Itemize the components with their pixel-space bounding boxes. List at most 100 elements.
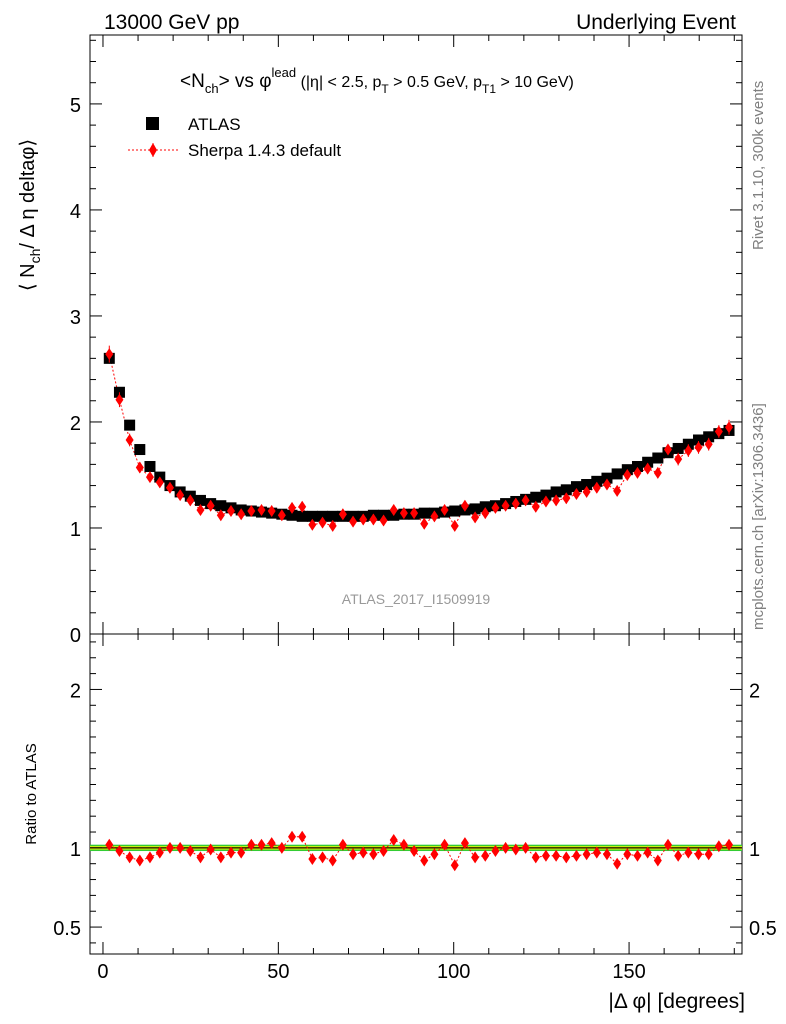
sherpa-point [725, 421, 734, 434]
main-ytick-label: 4 [70, 201, 81, 223]
sherpa-point [206, 499, 215, 512]
ratio-point [552, 849, 561, 862]
legend-sherpa-marker [149, 143, 157, 157]
title-part-c: > vs φ [219, 71, 272, 92]
sherpa-point [338, 508, 347, 521]
atlas-point [631, 460, 643, 472]
sherpa-point [511, 497, 520, 510]
atlas-point [418, 507, 430, 519]
ratio-point [602, 848, 611, 861]
ratio-point [430, 848, 439, 861]
ratio-point [338, 838, 347, 851]
ratio-ticks: 0.5 0.5 1 1 2 2 0 50 100 150 [53, 634, 777, 983]
ratio-point [623, 848, 632, 861]
atlas-point [479, 501, 491, 513]
ratio-point [572, 849, 581, 862]
ratio-ytick-label: 2 [70, 680, 81, 702]
legend-sherpa-label: Sherpa 1.4.3 default [188, 141, 341, 160]
atlas-point [194, 494, 206, 506]
sherpa-point [135, 461, 144, 474]
ratio-point [257, 838, 266, 851]
analysis-watermark: ATLAS_2017_I1509919 [342, 591, 491, 607]
ratio-point [582, 848, 591, 861]
sherpa-point [399, 507, 408, 520]
ratio-point [318, 851, 327, 864]
sherpa-point [491, 501, 500, 514]
sherpa-point [155, 476, 164, 489]
mcplots-text: mcplots.cern.ch [arXiv:1306.3436] [750, 403, 767, 630]
ratio-point [714, 840, 723, 853]
title-part-a: <N [180, 71, 205, 92]
atlas-point [296, 510, 308, 522]
atlas-point [591, 475, 603, 487]
sherpa-point [714, 425, 723, 438]
sherpa-point [602, 478, 611, 491]
ratio-point [633, 849, 642, 862]
sherpa-point [298, 500, 307, 513]
main-ylabel: ⟨ Nch/ Δ η deltaφ⟩ [17, 139, 43, 291]
ratio-point [399, 838, 408, 851]
ratio-point [562, 851, 571, 864]
sherpa-point [531, 500, 540, 513]
main-ytick-label: 3 [70, 307, 81, 329]
ratio-point [206, 843, 215, 856]
atlas-point [124, 419, 136, 431]
main-marks [103, 345, 735, 532]
sherpa-point [226, 505, 235, 518]
xlabel: |Δ φ| [degrees] [608, 990, 745, 1013]
title-part-h: T1 [482, 82, 496, 96]
main-ytick-label: 0 [70, 625, 81, 647]
atlas-point [327, 510, 339, 522]
ratio-ytick-label: 1 [70, 839, 81, 861]
sherpa-point [369, 513, 378, 526]
ratio-point [165, 841, 174, 854]
ratio-point [349, 848, 358, 861]
ratio-marks [105, 830, 734, 872]
header-left: 13000 GeV pp [104, 11, 239, 34]
sherpa-point [359, 513, 368, 526]
ratio-point [521, 841, 530, 854]
sherpa-point [633, 466, 642, 479]
ratio-point [298, 830, 307, 843]
atlas-point [530, 491, 542, 503]
ratio-point [125, 851, 134, 864]
atlas-point [215, 500, 227, 512]
sherpa-point [471, 511, 480, 524]
sherpa-point [643, 462, 652, 475]
ratio-point [501, 841, 510, 854]
ratio-point [176, 841, 185, 854]
atlas-point [560, 484, 572, 496]
sherpa-point [410, 507, 419, 520]
ratio-point [369, 848, 378, 861]
ratio-ytick-label-right: 2 [749, 680, 760, 702]
atlas-point [449, 505, 461, 517]
sherpa-point [115, 393, 124, 406]
ratio-point [420, 854, 429, 867]
atlas-point [540, 489, 552, 501]
sherpa-point [247, 505, 256, 518]
ylabel-part-b: ch [27, 249, 43, 264]
ratio-ylabel: Ratio to ATLAS [23, 743, 40, 844]
ratio-ytick-label-right: 1 [749, 839, 760, 861]
ratio-point [471, 851, 480, 864]
ratio-point [308, 852, 317, 865]
sherpa-point [379, 514, 388, 527]
header-right: Underlying Event [576, 11, 736, 34]
sherpa-point [704, 438, 713, 451]
sherpa-point [288, 501, 297, 514]
ratio-point [481, 849, 490, 862]
ratio-point [704, 848, 713, 861]
sherpa-point [663, 443, 672, 456]
ratio-point [135, 854, 144, 867]
ratio-point [379, 845, 388, 858]
ratio-point [663, 838, 672, 851]
sherpa-point [237, 508, 246, 521]
ratio-point [541, 849, 550, 862]
sherpa-point [125, 433, 134, 446]
sherpa-point [552, 494, 561, 507]
sherpa-point [430, 510, 439, 523]
plot-title: <Nch> vs φlead (|η| < 2.5, pT > 0.5 GeV,… [180, 65, 574, 96]
ratio-point [237, 846, 246, 859]
sherpa-point [176, 489, 185, 502]
